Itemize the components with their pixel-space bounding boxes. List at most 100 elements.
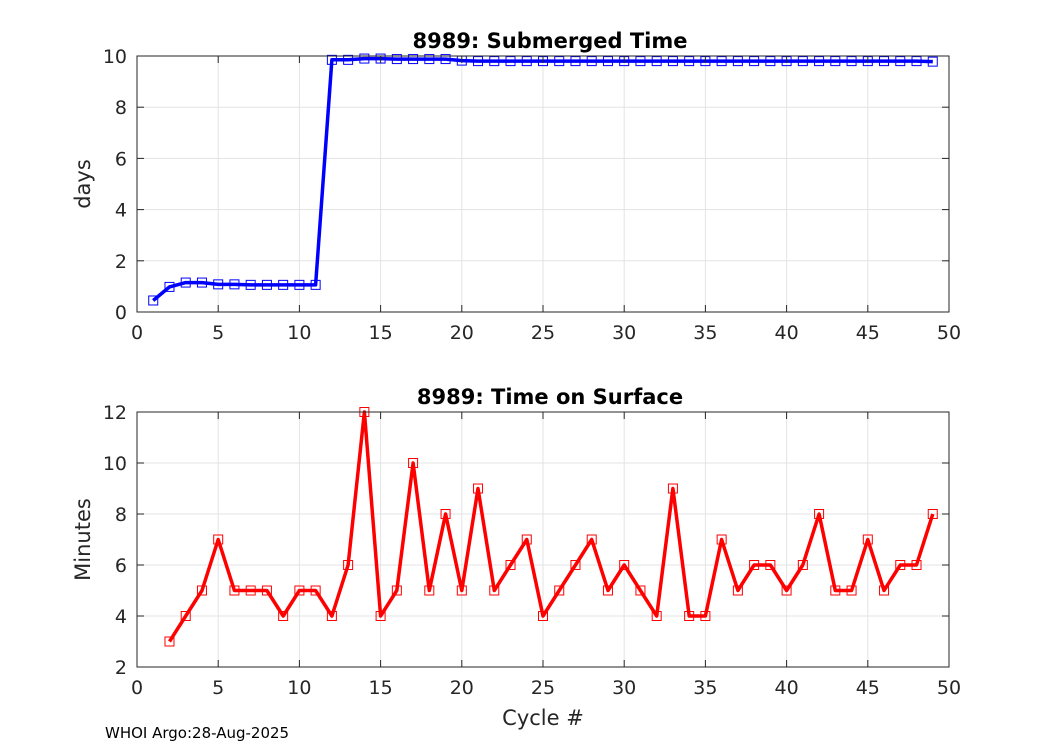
surface-data-point xyxy=(700,611,711,621)
submerged-data-point xyxy=(554,56,565,67)
surface-data-point xyxy=(862,534,873,545)
submerged-data-point xyxy=(343,54,354,65)
surface-data-point xyxy=(294,585,305,596)
submerged-data-point xyxy=(765,56,776,67)
submerged-data-point xyxy=(651,56,662,67)
surface-data-point xyxy=(570,560,581,570)
submerged-data-point xyxy=(164,281,175,292)
submerged-data-point xyxy=(830,56,841,67)
submerged-data-point xyxy=(359,53,370,64)
surface-data-point xyxy=(196,585,207,596)
surface-data-point xyxy=(489,585,500,596)
submerged-data-point xyxy=(927,56,938,67)
surface-x-tick-label: 0 xyxy=(131,677,143,699)
submerged-x-tick-label: 20 xyxy=(450,322,474,344)
surface-y-tick-label: 8 xyxy=(115,504,127,526)
surface-data-point xyxy=(408,458,419,468)
submerged-data-point xyxy=(521,56,532,67)
surface-data-point xyxy=(456,585,467,596)
submerged-chart-title: 8989: Submerged Time xyxy=(412,29,687,53)
surface-data-point xyxy=(814,509,825,519)
surface-x-axis-label: Cycle # xyxy=(502,706,584,730)
submerged-data-point xyxy=(473,56,484,67)
submerged-x-tick-label: 45 xyxy=(856,322,880,344)
submerged-data-point xyxy=(570,56,581,67)
surface-x-tick-label: 30 xyxy=(612,677,636,699)
submerged-data-point xyxy=(440,54,451,65)
surface-data-point xyxy=(749,560,760,570)
surface-x-tick-label: 50 xyxy=(937,677,961,699)
surface-data-point xyxy=(879,585,890,596)
submerged-data-point xyxy=(732,56,743,67)
submerged-y-tick-label: 10 xyxy=(103,46,127,68)
surface-y-axis-label: Minutes xyxy=(71,498,95,581)
surface-data-point xyxy=(765,560,776,570)
surface-data-point xyxy=(635,585,646,596)
surface-data-point xyxy=(781,585,792,596)
surface-data-point xyxy=(716,534,727,545)
submerged-data-point xyxy=(408,54,419,65)
submerged-data-point xyxy=(879,56,890,67)
submerged-data-point xyxy=(310,279,321,290)
surface-data-point xyxy=(684,611,695,621)
submerged-y-tick-label: 2 xyxy=(115,251,127,273)
submerged-data-point xyxy=(245,279,256,290)
surface-x-tick-label: 10 xyxy=(287,677,311,699)
submerged-data-point xyxy=(213,279,224,290)
surface-data-point xyxy=(424,585,435,596)
submerged-data-point xyxy=(814,56,825,67)
surface-data-point xyxy=(278,611,289,621)
submerged-x-tick-label: 35 xyxy=(693,322,717,344)
surface-data-point xyxy=(927,509,938,519)
submerged-x-tick-label: 0 xyxy=(131,322,143,344)
surface-data-point xyxy=(602,585,613,596)
submerged-time-axes: 0 5 10 15 20 25 30 35 40 45 50 0 2 4 6 8 10 8989: Submerg… xyxy=(71,29,961,344)
submerged-x-tick-label: 25 xyxy=(531,322,555,344)
submerged-data-point xyxy=(180,277,191,288)
submerged-data-point xyxy=(261,279,272,290)
submerged-data-point xyxy=(229,279,240,290)
surface-x-tick-label: 15 xyxy=(369,677,393,699)
submerged-y-tick-label: 0 xyxy=(115,302,127,324)
surface-data-point xyxy=(521,534,532,545)
surface-data-point xyxy=(732,585,743,596)
surface-data-point xyxy=(830,585,841,596)
submerged-x-tick-label: 5 xyxy=(212,322,224,344)
submerged-data-point xyxy=(278,279,289,290)
submerged-data-point xyxy=(797,56,808,67)
surface-y-tick-label: 10 xyxy=(103,453,127,475)
submerged-data-point xyxy=(846,56,857,67)
submerged-data-point xyxy=(602,56,613,67)
submerged-data-point xyxy=(749,56,760,67)
surface-data-point xyxy=(326,611,337,621)
time-on-surface-axes: 0 5 10 15 20 25 30 35 40 45 50 2 4 6 8 10 12 8989: Time o… xyxy=(71,385,961,730)
submerged-x-tick-label: 15 xyxy=(369,322,393,344)
submerged-x-tick-label: 40 xyxy=(775,322,799,344)
submerged-x-tick-label: 30 xyxy=(612,322,636,344)
surface-x-tick-label: 20 xyxy=(450,677,474,699)
surface-data-point xyxy=(586,534,597,545)
surface-data-point xyxy=(245,585,256,596)
surface-data-point xyxy=(391,585,402,596)
surface-data-point xyxy=(213,534,224,545)
submerged-data-point xyxy=(489,56,500,67)
surface-data-point xyxy=(229,585,240,596)
surface-data-point xyxy=(667,483,678,494)
submerged-y-axis-label: days xyxy=(71,159,95,209)
submerged-data-point xyxy=(895,56,906,67)
submerged-data-point xyxy=(635,56,646,67)
submerged-data-point xyxy=(375,53,386,64)
footer-credit: WHOI Argo:28-Aug-2025 xyxy=(105,724,290,742)
submerged-data-point xyxy=(911,56,922,67)
surface-data-point xyxy=(911,560,922,570)
surface-y-tick-label: 2 xyxy=(115,657,127,679)
surface-data-point xyxy=(895,560,906,570)
submerged-y-tick-label: 4 xyxy=(115,200,127,222)
submerged-data-point xyxy=(391,54,402,65)
submerged-data-point xyxy=(684,56,695,67)
surface-data-point xyxy=(651,611,662,621)
surface-x-tick-label: 35 xyxy=(693,677,717,699)
surface-data-point xyxy=(505,560,516,570)
surface-x-tick-label: 45 xyxy=(856,677,880,699)
surface-data-point xyxy=(261,585,272,596)
